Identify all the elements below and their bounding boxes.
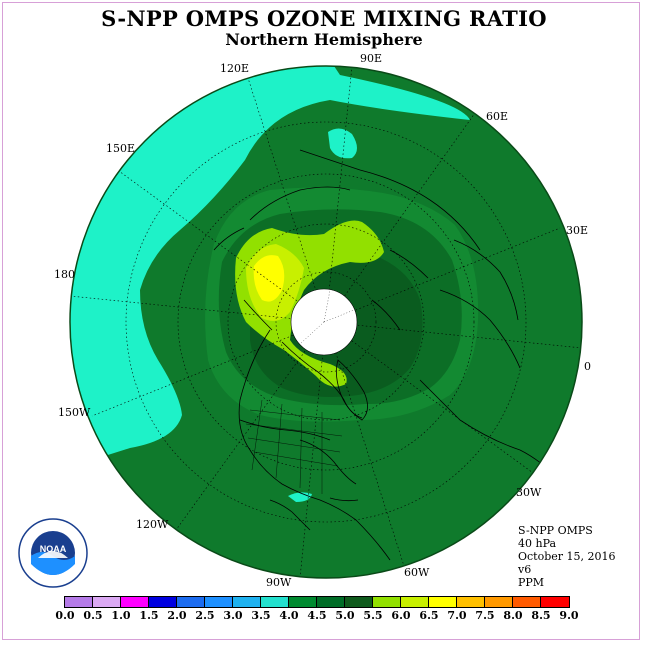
colorbar-tick-label: 0.0 xyxy=(55,609,75,622)
ozone-spot-siberia xyxy=(328,128,357,159)
colorbar-tick-label: 5.0 xyxy=(335,609,355,622)
lon-label-120w: 120W xyxy=(136,518,169,531)
lon-label-150e: 150E xyxy=(106,142,136,155)
noaa-logo-text: NOAA xyxy=(40,544,67,554)
lon-label-30e: 30E xyxy=(566,224,589,237)
colorbar-tick-label: 3.0 xyxy=(223,609,243,622)
colorbar-swatch xyxy=(345,597,373,607)
colorbar-tick-label: 6.0 xyxy=(391,609,411,622)
colorbar-tick-label: 2.0 xyxy=(167,609,187,622)
lon-label-30w: 30W xyxy=(516,486,542,499)
lon-label-60w: 60W xyxy=(404,566,430,579)
colorbar-swatch xyxy=(541,597,569,607)
colorbar-swatch xyxy=(233,597,261,607)
latitude-circles xyxy=(125,121,527,523)
lon-label-60e: 60E xyxy=(486,110,509,123)
colorbar xyxy=(64,596,570,608)
info-level: 40 hPa xyxy=(518,537,557,550)
lon-label-180: 180 xyxy=(54,268,75,281)
info-block: S-NPP OMPS 40 hPa October 15, 2016 v6 PP… xyxy=(518,524,616,589)
lon-label-90e: 90E xyxy=(360,52,383,65)
colorbar-tick-label: 7.0 xyxy=(447,609,467,622)
colorbar-tick-label: 2.5 xyxy=(195,609,215,622)
lon-label-90w: 90W xyxy=(266,576,292,589)
colorbar-tick-label: 8.5 xyxy=(531,609,551,622)
colorbar-swatch xyxy=(513,597,541,607)
state-boundaries xyxy=(245,399,343,494)
colorbar-swatch xyxy=(93,597,121,607)
colorbar-swatch xyxy=(205,597,233,607)
colorbar-tick-label: 4.5 xyxy=(307,609,327,622)
colorbar-tick-label: 1.5 xyxy=(139,609,159,622)
colorbar-ticks: 0.0 0.5 1.0 1.5 2.0 2.5 3.0 3.5 4.0 4.5 5.0 5.5 6.0 6… xyxy=(0,609,648,623)
colorbar-tick-label: 3.5 xyxy=(251,609,271,622)
colorbar-tick-label: 1.0 xyxy=(111,609,131,622)
ozone-region-low-cyan xyxy=(70,66,470,470)
coastlines xyxy=(213,149,561,561)
colorbar-tick-label: 4.0 xyxy=(279,609,299,622)
page-title: S-NPP OMPS OZONE MIXING RATIO xyxy=(101,6,547,31)
colorbar-swatch xyxy=(485,597,513,607)
colorbar-swatch xyxy=(149,597,177,607)
colorbar-tick-label: 8.0 xyxy=(503,609,523,622)
colorbar-swatch xyxy=(65,597,93,607)
colorbar-swatch xyxy=(261,597,289,607)
colorbar-swatch xyxy=(401,597,429,607)
colorbar-tick-label: 9.0 xyxy=(559,609,579,622)
page-frame xyxy=(2,2,640,640)
colorbar-swatch xyxy=(429,597,457,607)
page-subtitle: Northern Hemisphere xyxy=(225,30,423,49)
colorbar-swatch xyxy=(121,597,149,607)
ozone-region-yellow xyxy=(253,255,285,302)
info-date: October 15, 2016 xyxy=(518,550,616,563)
lon-label-0: 0 xyxy=(584,360,591,373)
colorbar-tick-label: 0.5 xyxy=(83,609,103,622)
noaa-logo: NOAA xyxy=(18,518,88,588)
info-units: PPM xyxy=(518,576,545,589)
colorbar-swatch xyxy=(457,597,485,607)
lon-label-120e: 120E xyxy=(220,62,250,75)
lon-label-150w: 150W xyxy=(58,406,91,419)
colorbar-swatch xyxy=(289,597,317,607)
info-version: v6 xyxy=(518,563,532,576)
colorbar-tick-label: 6.5 xyxy=(419,609,439,622)
colorbar-tick-label: 5.5 xyxy=(363,609,383,622)
info-instrument: S-NPP OMPS xyxy=(518,524,593,537)
colorbar-tick-label: 7.5 xyxy=(475,609,495,622)
longitude-lines xyxy=(70,66,582,578)
colorbar-swatch xyxy=(177,597,205,607)
colorbar-swatch xyxy=(317,597,345,607)
colorbar-swatch xyxy=(373,597,401,607)
